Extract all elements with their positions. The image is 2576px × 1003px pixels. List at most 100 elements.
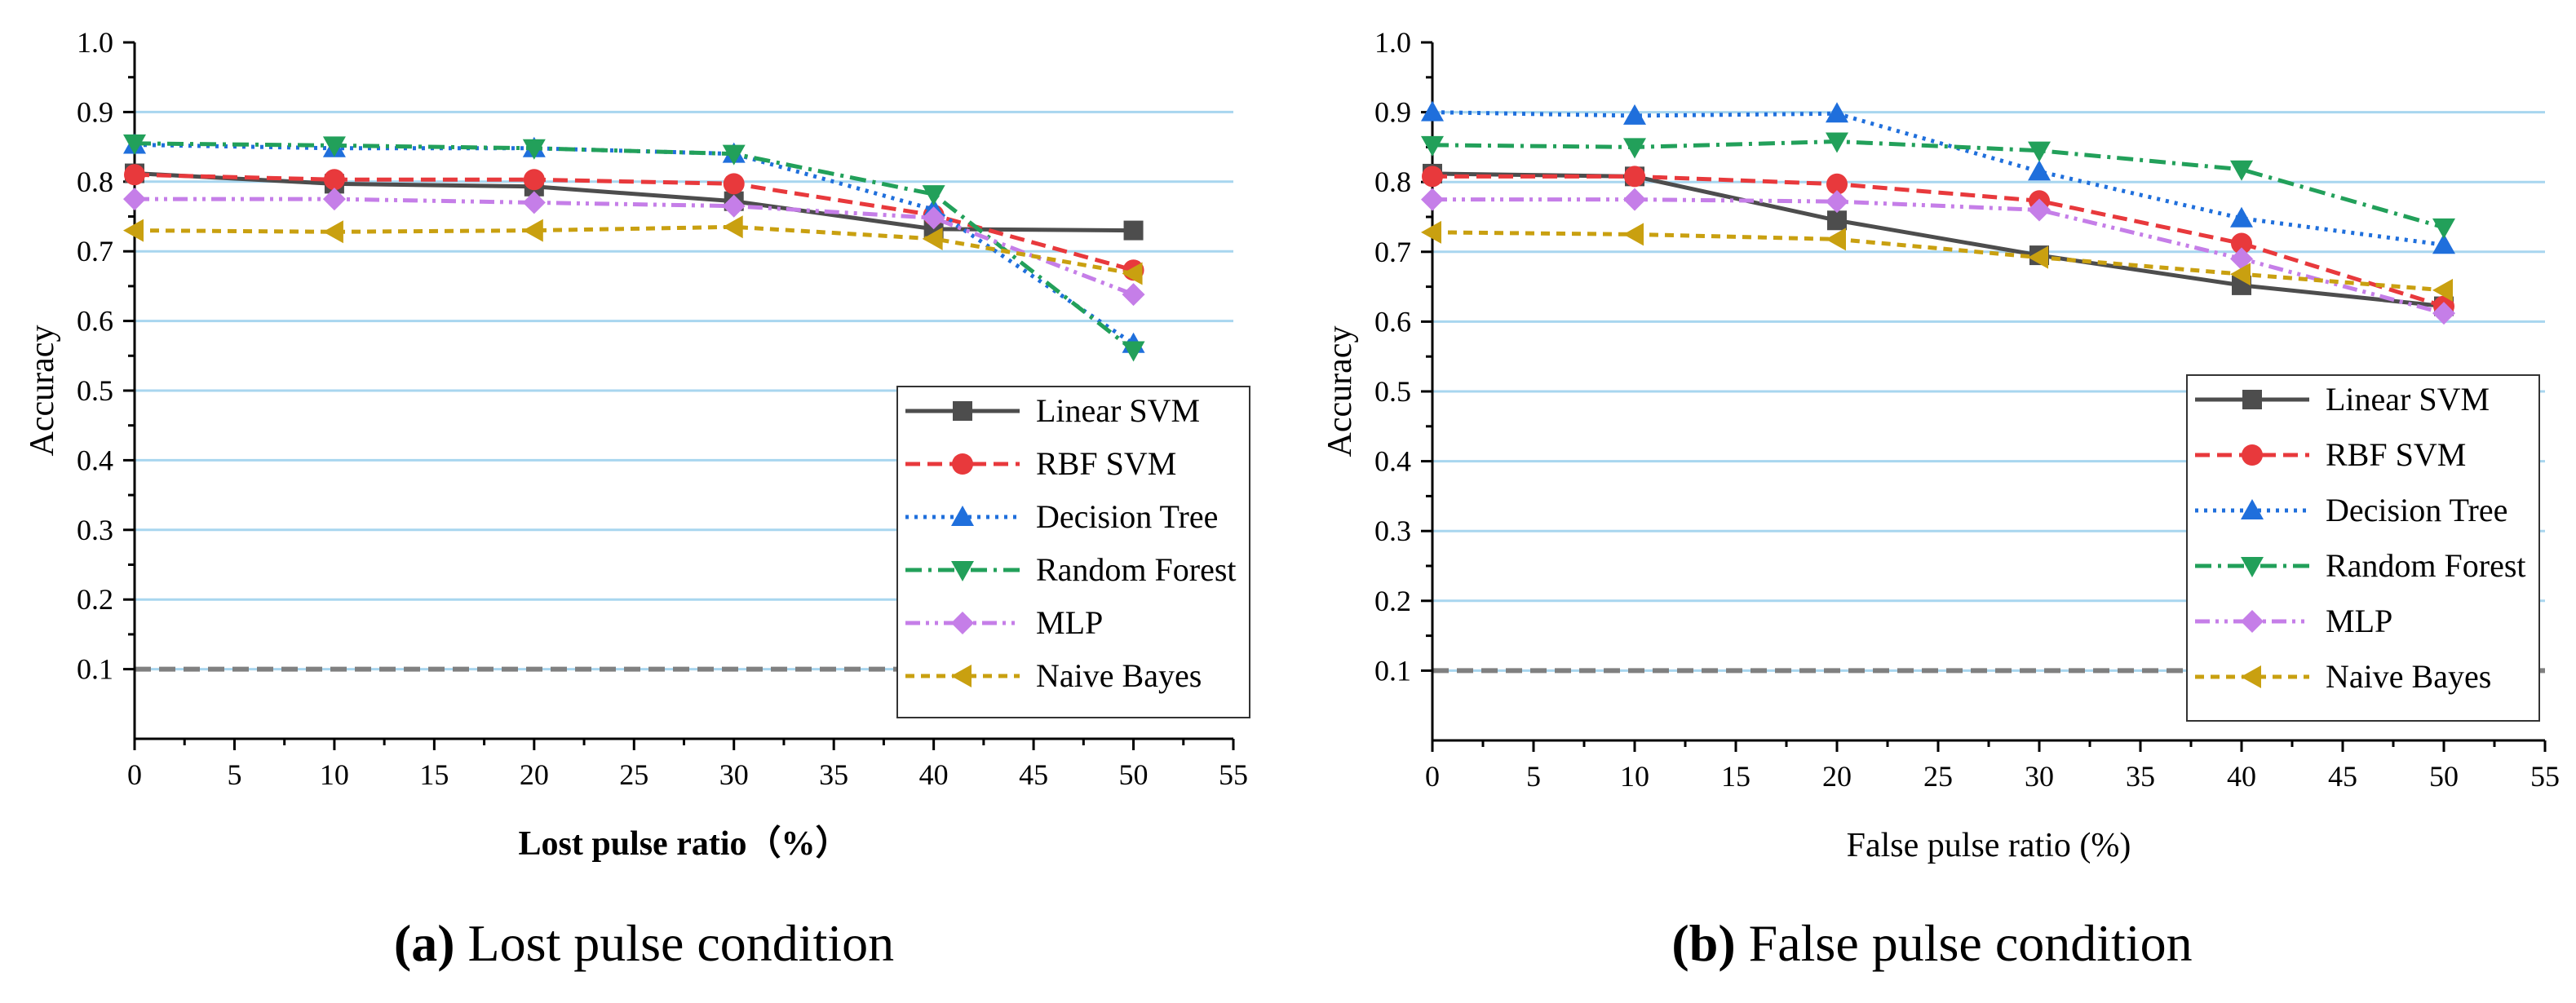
chart-b-point-decision_tree — [1826, 102, 1848, 123]
chart-b-point-mlp — [1623, 188, 1646, 211]
chart-a-legend-label-rbf_svm: RBF SVM — [1036, 445, 1176, 482]
chart-b-point-decision_tree — [2028, 160, 2051, 181]
chart-b-x-tick-label: 10 — [1620, 760, 1649, 793]
chart-b-point-naive_bayes — [2230, 263, 2251, 286]
chart-a-legend-label-naive_bayes: Naive Bayes — [1036, 657, 1202, 694]
chart-b-point-rbf_svm — [1826, 173, 1848, 195]
chart-a-point-naive_bayes — [1122, 262, 1143, 285]
chart-b-legend-label-random_forest: Random Forest — [2326, 547, 2526, 584]
chart-b-x-tick-label: 55 — [2530, 760, 2560, 793]
chart-b-series-line-linear_svm — [1432, 171, 2445, 309]
chart-b-point-decision_tree — [2432, 233, 2455, 254]
chart-a-series-line-random_forest — [134, 141, 1135, 352]
chart-b-point-rbf_svm — [1422, 166, 1443, 188]
chart-a-x-tick-label: 30 — [719, 758, 749, 791]
chart-a-legend-marker-naive_bayes — [951, 665, 972, 687]
chart-b-x-tick-label: 40 — [2227, 760, 2256, 793]
chart-b-series-line-decision_tree — [1432, 110, 2445, 247]
chart-b-y-tick-label: 0.4 — [1374, 445, 1411, 478]
chart-b-legend-marker-rbf_svm — [2242, 444, 2263, 466]
chart-b-x-tick-label: 15 — [1721, 760, 1751, 793]
chart-b-legend — [2186, 374, 2540, 722]
chart-b-legend-label-linear_svm: Linear SVM — [2326, 381, 2490, 418]
chart-a-point-mlp — [522, 191, 546, 214]
chart-b-point-naive_bayes — [2432, 278, 2453, 302]
chart-a-x-tick-label: 40 — [919, 758, 949, 791]
chart-a-legend-marker-mlp — [951, 612, 974, 634]
chart-a-point-mlp — [1122, 283, 1145, 307]
chart-a-legend — [896, 386, 1250, 718]
chart-b-x-axis-label: False pulse ratio (%) — [1847, 827, 2131, 864]
chart-b-x-tick-label: 20 — [1822, 760, 1852, 793]
caption-a: (a) Lost pulse condition — [0, 913, 1288, 974]
chart-a-x-tick-label: 45 — [1019, 758, 1048, 791]
chart-a-point-rbf_svm — [723, 173, 745, 195]
chart-a-x-tick-label: 35 — [819, 758, 848, 791]
chart-b-legend-marker-random_forest — [2241, 557, 2264, 577]
chart-a-series-line-decision_tree — [134, 143, 1135, 346]
chart-b-point-naive_bayes — [2028, 245, 2048, 269]
chart-b-point-naive_bayes — [1623, 223, 1644, 246]
chart-a-x-tick-label: 25 — [619, 758, 648, 791]
chart-b-y-tick-label: 1.0 — [1374, 26, 1411, 59]
chart-a-y-tick-label: 0.6 — [77, 305, 113, 338]
chart-a-point-rbf_svm — [124, 164, 145, 186]
chart-a-point-random_forest — [1122, 341, 1145, 362]
chart-b-point-random_forest — [2028, 141, 2051, 162]
chart-a-y-tick-label: 0.4 — [77, 444, 113, 476]
chart-a-x-tick-label: 0 — [127, 758, 142, 791]
chart-a-y-tick-label: 0.9 — [77, 95, 113, 128]
chart-b-y-tick-label: 0.6 — [1374, 305, 1411, 338]
chart-a-y-tick-label: 0.7 — [77, 235, 113, 267]
chart-b-svg: 0 5 10 15 20 25 30 35 40 45 50 55 0.1 0.2 0.3 0.4 0.5 0.6… — [1321, 26, 2560, 864]
chart-a-point-naive_bayes — [522, 219, 543, 242]
chart-a-point-random_forest — [322, 136, 346, 157]
chart-a-legend-label-linear_svm: Linear SVM — [1036, 392, 1200, 429]
chart-a-x-tick-label: 10 — [320, 758, 349, 791]
chart-b-legend-marker-naive_bayes — [2241, 665, 2261, 688]
chart-b-point-mlp — [1421, 188, 1444, 211]
chart-a-x-tick-label: 5 — [227, 758, 241, 791]
chart-a-y-axis-label: Accuracy — [24, 325, 61, 457]
chart-b-point-mlp — [2028, 198, 2051, 222]
chart-a-point-mlp — [922, 206, 945, 230]
chart-a-point-mlp — [722, 194, 746, 218]
caption-b-text: False pulse condition — [1735, 914, 2193, 972]
chart-b-point-random_forest — [1623, 138, 1646, 159]
chart-a-series-line-rbf_svm — [134, 172, 1135, 272]
chart-b-point-naive_bayes — [1826, 228, 1846, 251]
chart-a-legend-marker-random_forest — [951, 561, 974, 581]
chart-a-point-random_forest — [722, 144, 746, 166]
chart-b-legend-label-naive_bayes: Naive Bayes — [2326, 658, 2491, 695]
caption-b: (b) False pulse condition — [1288, 913, 2576, 974]
chart-a-y-tick-label: 1.0 — [77, 26, 113, 59]
chart-a-x-tick-label: 50 — [1119, 758, 1149, 791]
chart-b-legend-marker-mlp — [2241, 610, 2264, 633]
chart-a-point-naive_bayes — [322, 220, 343, 244]
chart-b-point-mlp — [2230, 247, 2253, 271]
chart-a-svg: 0 5 10 15 20 25 30 35 40 45 50 55 0.1 0.2 0.3 0.4 0.5 0.6… — [24, 26, 1250, 863]
chart-b-x-tick-label: 5 — [1526, 760, 1541, 793]
chart-b-point-random_forest — [2432, 218, 2455, 239]
chart-a-point-mlp — [123, 188, 146, 211]
chart-b-x-tick-label: 30 — [2025, 760, 2054, 793]
chart-a-series-line-mlp — [135, 197, 1135, 297]
chart-a-y-tick-label: 0.5 — [77, 374, 113, 407]
chart-a-y-tick-label: 0.1 — [77, 653, 113, 686]
chart-a-legend-label-random_forest: Random Forest — [1036, 551, 1237, 588]
chart-b-point-mlp — [1826, 190, 1848, 214]
chart-a-y-tick-label: 0.2 — [77, 583, 113, 616]
chart-a-legend-label-decision_tree: Decision Tree — [1036, 498, 1218, 535]
chart-b-point-naive_bayes — [1421, 220, 1441, 244]
caption-a-text: Lost pulse condition — [454, 914, 895, 972]
chart-b-point-random_forest — [1421, 135, 1444, 157]
chart-a-point-mlp — [322, 188, 346, 211]
chart-a-point-random_forest — [123, 134, 146, 155]
chart-b-point-decision_tree — [1421, 100, 1444, 122]
chart-a-series-line-naive_bayes — [134, 224, 1134, 276]
chart-b-point-random_forest — [2230, 160, 2253, 181]
chart-a-point-random_forest — [522, 139, 546, 160]
panel-b: 0 5 10 15 20 25 30 35 40 45 50 55 0.1 0.2 0.3 0.4 0.5 0.6… — [1288, 0, 2576, 1003]
chart-b-x-tick-label: 25 — [1923, 760, 1953, 793]
chart-b-point-linear_svm — [1827, 210, 1847, 231]
